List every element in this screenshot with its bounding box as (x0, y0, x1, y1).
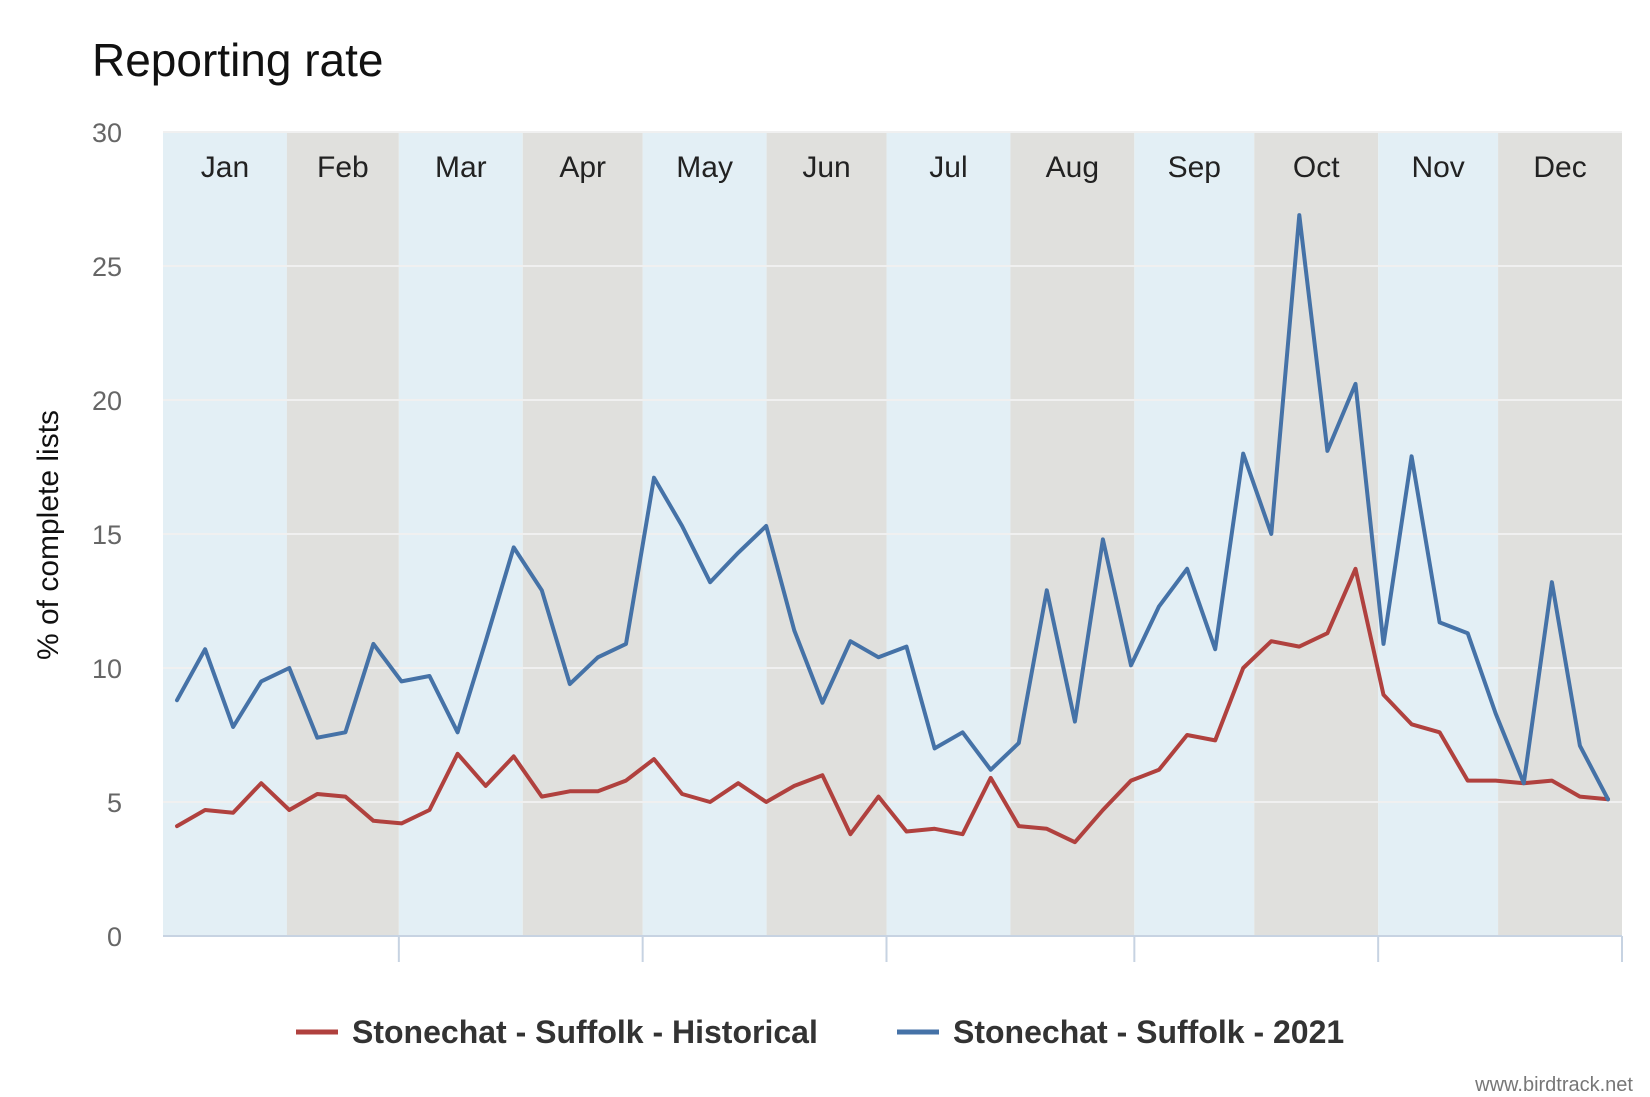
month-label-feb: Feb (317, 151, 369, 184)
month-label-jul: Jul (929, 151, 967, 184)
credit-text: www.birdtrack.net (1474, 1074, 1633, 1096)
legend[interactable]: Stonechat - Suffolk - Historical Stonech… (296, 1014, 1344, 1050)
legend-label-historical: Stonechat - Suffolk - Historical (352, 1014, 818, 1050)
y-tick-label-30: 30 (92, 118, 122, 148)
month-labels: Jan Feb Mar Apr May Jun Jul Aug Sep Oct Nov Dec (201, 151, 1587, 184)
month-label-sep: Sep (1168, 151, 1221, 184)
y-tick-label-5: 5 (107, 788, 122, 818)
series-line-2021[interactable] (175, 213, 1610, 802)
y-tick-label-0: 0 (107, 922, 122, 952)
month-label-dec: Dec (1533, 151, 1586, 184)
chart-title: Reporting rate (92, 34, 384, 86)
y-axis-label: % of complete lists (32, 410, 65, 660)
y-tick-label-25: 25 (92, 252, 122, 282)
month-label-apr: Apr (559, 151, 606, 184)
month-label-jan: Jan (201, 151, 249, 184)
legend-item-historical[interactable]: Stonechat - Suffolk - Historical (296, 1014, 818, 1050)
month-label-may: May (676, 151, 733, 184)
series-lines (175, 213, 1610, 845)
legend-item-2021[interactable]: Stonechat - Suffolk - 2021 (897, 1014, 1344, 1050)
month-label-nov: Nov (1411, 151, 1464, 184)
month-label-aug: Aug (1046, 151, 1099, 184)
legend-label-2021: Stonechat - Suffolk - 2021 (953, 1014, 1344, 1050)
month-label-jun: Jun (802, 151, 850, 184)
series-line-historical[interactable] (175, 566, 1610, 845)
y-tick-label-15: 15 (92, 520, 122, 550)
y-axis: 0 5 10 15 20 25 30 (92, 118, 122, 952)
x-axis (163, 935, 1623, 962)
month-label-mar: Mar (435, 151, 487, 184)
y-tick-label-10: 10 (92, 654, 122, 684)
month-label-oct: Oct (1293, 151, 1340, 184)
y-tick-label-20: 20 (92, 386, 122, 416)
